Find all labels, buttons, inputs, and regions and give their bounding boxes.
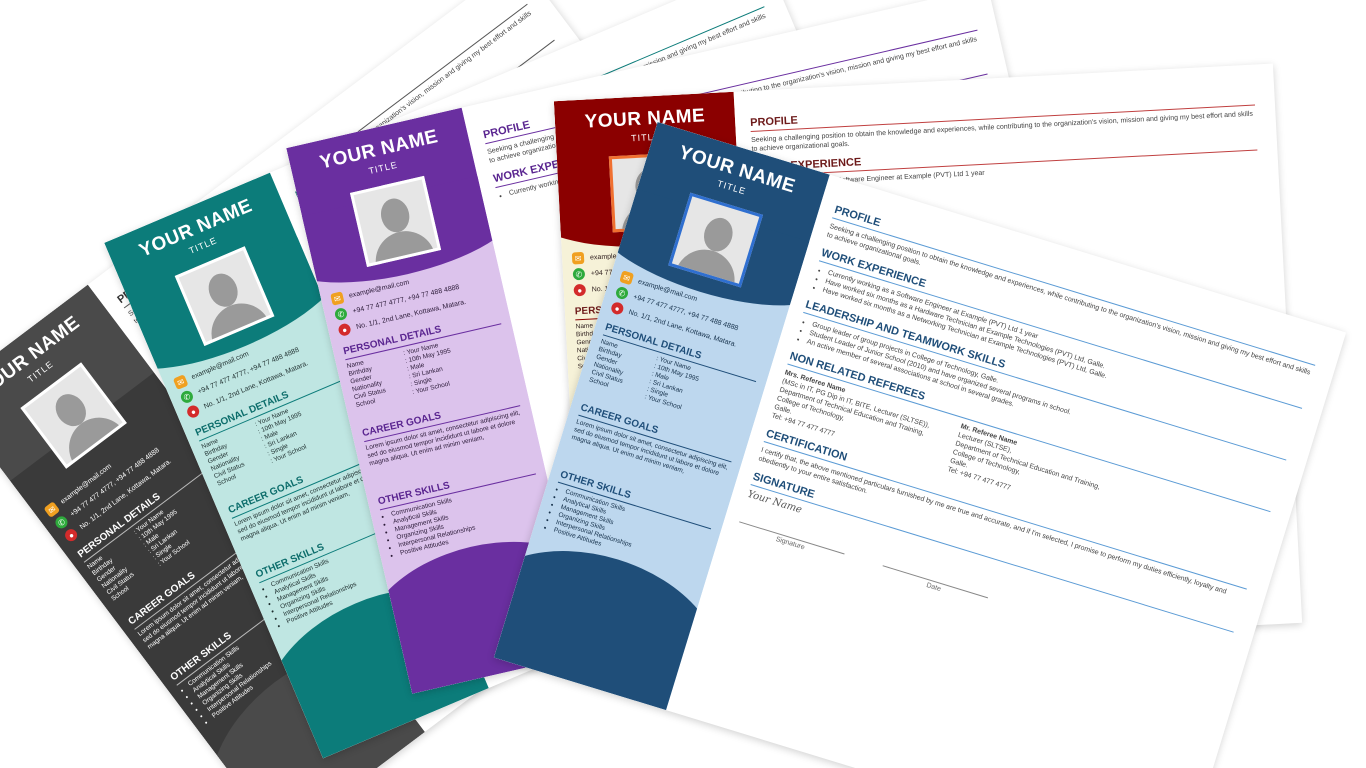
location-icon: ●: [573, 283, 587, 297]
location-icon: ●: [337, 322, 352, 337]
phone-icon: ✆: [333, 306, 349, 322]
location-icon: ●: [609, 300, 625, 316]
phone-icon: ✆: [614, 285, 630, 301]
email-icon: ✉: [619, 270, 635, 286]
email-icon: ✉: [571, 251, 585, 265]
phone-icon: ✆: [572, 267, 586, 281]
email-icon: ✉: [330, 291, 345, 306]
